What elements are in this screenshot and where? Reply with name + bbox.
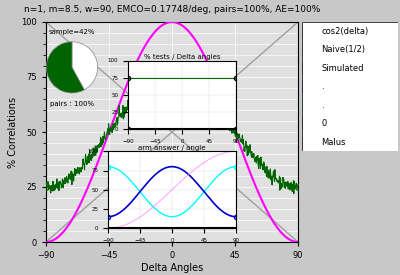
Bar: [302, 136, 316, 148]
Text: n=1, m=8.5, w=90, EMCO=0.17748/deg, pairs=100%, AE=100%: n=1, m=8.5, w=90, EMCO=0.17748/deg, pair…: [24, 6, 320, 15]
Text: Simulated: Simulated: [321, 64, 364, 73]
Y-axis label: % Correlations: % Correlations: [8, 97, 18, 167]
X-axis label: Delta Angles: Delta Angles: [141, 263, 203, 273]
Text: .: .: [321, 101, 324, 110]
Bar: [302, 43, 316, 56]
Bar: [302, 62, 316, 75]
Wedge shape: [72, 42, 98, 90]
Wedge shape: [46, 42, 84, 93]
Title: arm answer / angle: arm answer / angle: [138, 145, 206, 151]
FancyBboxPatch shape: [302, 22, 398, 151]
Text: Malus: Malus: [321, 138, 346, 147]
Bar: [302, 25, 316, 38]
Text: pairs : 100%: pairs : 100%: [50, 101, 94, 107]
Bar: [302, 117, 316, 130]
Text: .: .: [321, 82, 324, 91]
Text: 0: 0: [321, 119, 326, 128]
Title: sample=42%: sample=42%: [49, 29, 95, 35]
Text: Naive(1/2): Naive(1/2): [321, 45, 365, 54]
Bar: [302, 80, 316, 93]
Text: cos2(delta): cos2(delta): [321, 27, 368, 36]
Bar: [302, 99, 316, 112]
Title: % tests / Delta angles: % tests / Delta angles: [144, 54, 220, 60]
